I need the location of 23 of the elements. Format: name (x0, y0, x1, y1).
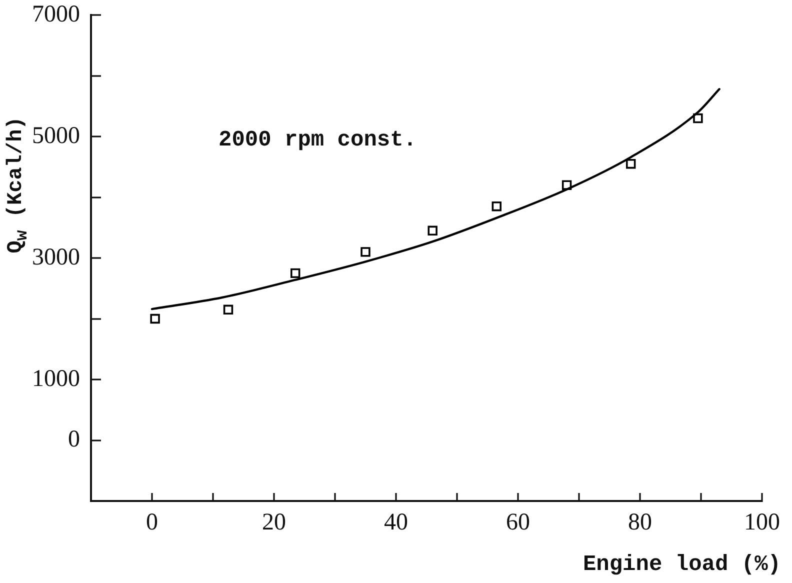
x-tick-label: 80 (628, 510, 652, 536)
x-tick-label: 100 (744, 510, 780, 536)
x-tick-label: 40 (384, 510, 408, 536)
y-tick-label: 3000 (32, 244, 80, 270)
annotation: 2000 rpm const. (218, 127, 417, 152)
point (626, 158, 636, 169)
x-axis-title: Engine load (%) (582, 552, 781, 577)
y-tick-label: 0 (68, 426, 80, 453)
y-tick-label: 7000 (32, 1, 80, 28)
point (150, 314, 160, 324)
point (693, 113, 703, 124)
line-series (150, 88, 720, 310)
point (290, 268, 300, 278)
x-tick-label: 20 (262, 510, 286, 536)
point (428, 226, 438, 236)
y-tick-label: 1000 (32, 366, 80, 392)
point (562, 180, 572, 190)
x-tick-label: 60 (506, 510, 530, 536)
point (223, 304, 234, 314)
x-tick-label: 0 (146, 510, 158, 536)
point (492, 202, 502, 212)
point (360, 247, 370, 257)
y-tick-label: 5000 (32, 122, 80, 149)
